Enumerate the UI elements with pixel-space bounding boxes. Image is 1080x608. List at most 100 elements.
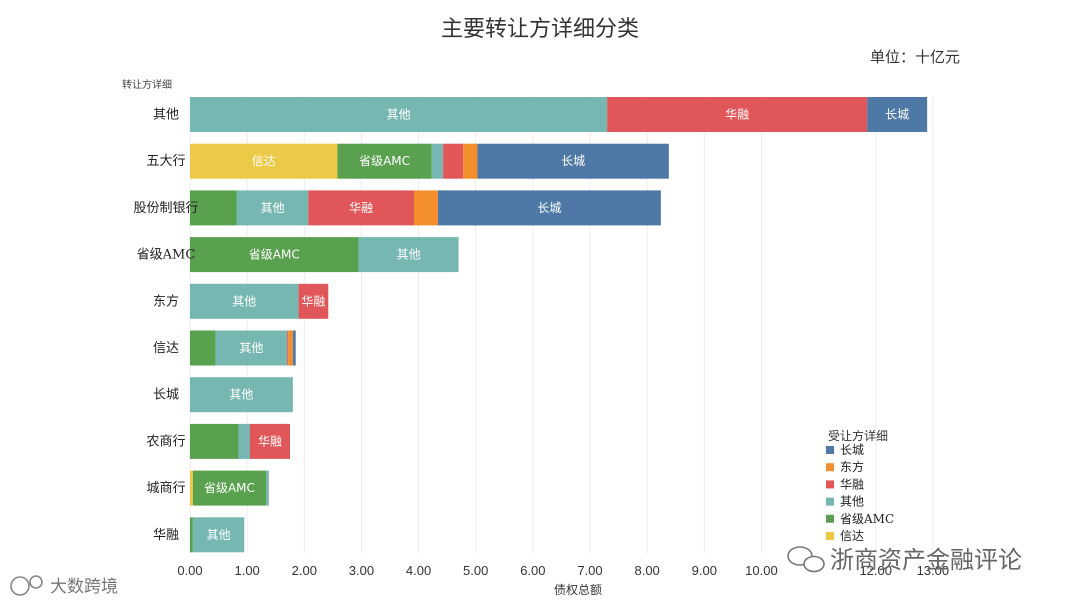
bar-segment xyxy=(477,143,669,179)
x-axis-title: 债权总额 xyxy=(554,583,602,597)
legend-swatch xyxy=(826,532,834,540)
bar-segment xyxy=(287,330,289,366)
x-tick-label: 3.00 xyxy=(349,563,374,578)
category-label: 华融 xyxy=(153,528,179,543)
chart-title: 主要转让方详细分类 xyxy=(441,17,639,42)
legend-swatch xyxy=(826,497,834,506)
bar-segment xyxy=(292,330,296,366)
x-tick-label: 13.00 xyxy=(917,563,950,578)
bar-segment xyxy=(215,330,288,366)
x-tick-label: 8.00 xyxy=(634,563,659,578)
bar-segment xyxy=(298,283,329,319)
x-tick-label: 1.00 xyxy=(234,563,259,578)
segment-label: 华融 xyxy=(349,201,373,215)
category-label: 长城 xyxy=(153,388,179,403)
legend-swatch xyxy=(826,446,834,454)
segment-label: 信达 xyxy=(252,154,276,168)
bar-segment xyxy=(190,330,216,366)
x-tick-labels-group: 0.00 1.00 2.00 3.00 4.00 5.00 6.00 7.00 8.00 9.00… xyxy=(177,563,949,578)
bar-segment xyxy=(337,143,432,179)
segment-label: 其他 xyxy=(261,201,285,215)
legend-label: 其他 xyxy=(840,495,864,509)
bar-segment xyxy=(236,190,309,226)
bar-segment xyxy=(443,143,464,179)
category-label: 农商行 xyxy=(146,434,185,449)
bar-segment xyxy=(190,143,338,179)
bar-segment xyxy=(238,423,250,459)
x-tick-label: 5.00 xyxy=(463,563,488,578)
logo-icon xyxy=(10,575,43,596)
watermark-right: 浙商资产金融评论 xyxy=(787,546,1022,574)
watermark-left: 大数跨境 xyxy=(10,575,118,597)
segment-label: 其他 xyxy=(207,528,231,542)
x-tick-label: 6.00 xyxy=(520,563,545,578)
category-label: 城商行 xyxy=(146,481,185,496)
legend-label: 东方 xyxy=(840,459,864,474)
category-label: 东方 xyxy=(153,293,179,309)
wechat-icon xyxy=(787,546,825,573)
legend-swatch xyxy=(826,514,834,523)
bar-segment xyxy=(190,377,293,413)
segment-label: 其他 xyxy=(387,108,411,122)
x-tick-label: 2.00 xyxy=(292,563,317,578)
legend-title: 受让方详细 xyxy=(828,428,888,443)
legend-label: 长城 xyxy=(840,443,864,457)
x-tick-label: 10.00 xyxy=(745,563,778,578)
bar-segment xyxy=(431,143,444,179)
bar-segment xyxy=(266,470,269,506)
segment-label: 其他 xyxy=(397,248,421,262)
bar-segment xyxy=(190,190,237,226)
bars-group xyxy=(190,97,928,553)
legend-swatch xyxy=(826,480,834,489)
bar-segment xyxy=(192,470,266,506)
segment-label: 省级AMC xyxy=(359,154,410,168)
segment-label: 华融 xyxy=(301,294,325,308)
bar-segment xyxy=(438,190,661,226)
legend-label: 省级AMC xyxy=(840,512,894,526)
x-tick-label: 4.00 xyxy=(406,563,431,578)
segment-label: 其他 xyxy=(232,294,256,308)
legend-swatch xyxy=(826,463,834,472)
bar-segment xyxy=(190,97,608,132)
category-label: 省级AMC xyxy=(137,248,196,263)
bar-segment xyxy=(250,423,290,459)
bar-segment xyxy=(288,330,293,366)
segment-label: 长城 xyxy=(561,154,585,168)
segment-label: 长城 xyxy=(537,201,561,215)
category-label: 股份制银行 xyxy=(133,201,198,216)
bar-segment xyxy=(867,97,928,132)
x-tick-label: 0.00 xyxy=(177,563,202,578)
bar-segment xyxy=(190,283,299,319)
x-tick-label: 9.00 xyxy=(692,563,717,578)
category-label: 五大行 xyxy=(146,154,185,169)
bar-segment xyxy=(192,517,245,553)
segment-label: 华融 xyxy=(725,108,749,122)
legend-label: 华融 xyxy=(840,477,864,491)
unit-label: 单位：十亿元 xyxy=(870,48,960,66)
category-label: 其他 xyxy=(153,108,179,123)
segment-label: 省级AMC xyxy=(249,248,300,262)
bar-segment xyxy=(308,190,414,226)
x-tick-label: 12.00 xyxy=(859,563,892,578)
segment-label: 其他 xyxy=(229,388,253,402)
bar-segment xyxy=(463,143,478,179)
category-label: 信达 xyxy=(153,341,179,356)
bar-segment xyxy=(358,237,459,273)
bar-segment xyxy=(190,237,359,273)
bar-segment xyxy=(190,423,239,459)
segment-label: 省级AMC xyxy=(204,481,255,495)
segment-label: 华融 xyxy=(258,434,282,448)
segment-label: 长城 xyxy=(885,108,909,122)
y-axis-header: 转让方详细 xyxy=(122,78,172,91)
watermark-left-text: 大数跨境 xyxy=(50,577,118,597)
segment-label: 其他 xyxy=(239,341,263,355)
bar-segment xyxy=(607,97,868,132)
legend-label: 信达 xyxy=(840,529,864,543)
bar-segment xyxy=(190,517,193,553)
x-tick-label: 7.00 xyxy=(577,563,602,578)
bar-segment xyxy=(190,470,193,506)
